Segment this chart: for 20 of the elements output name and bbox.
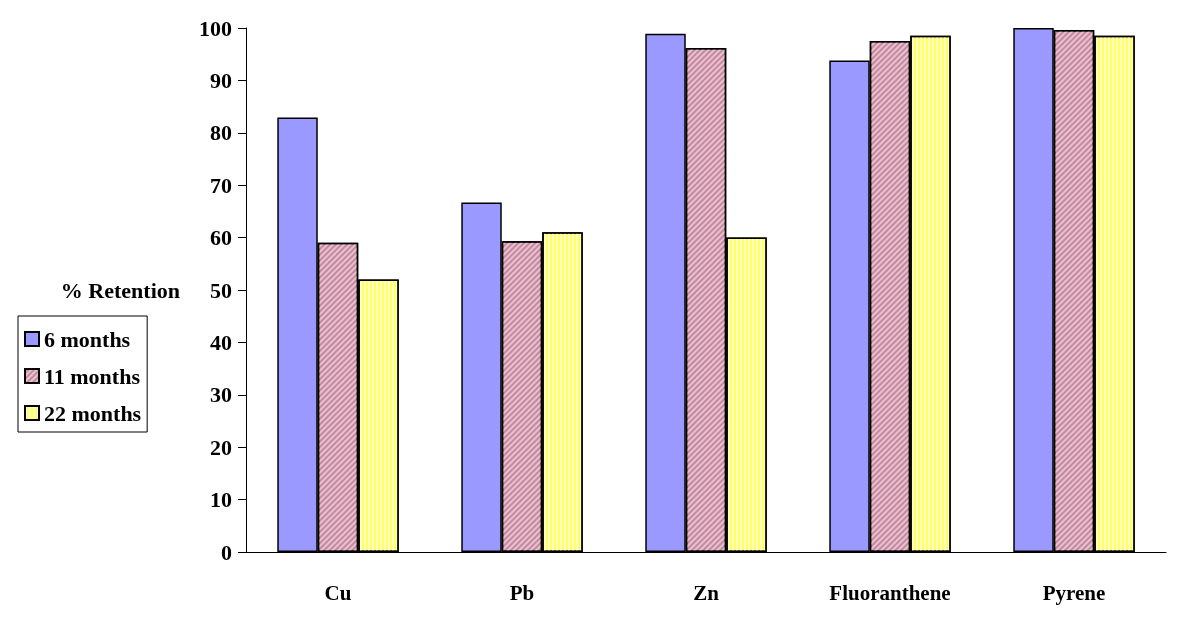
y-tick-label: 60 (210, 225, 232, 251)
y-tick-label: 0 (221, 539, 232, 565)
y-axis-title: % Retention (60, 277, 180, 303)
x-tick-label: Zn (693, 580, 720, 605)
y-tick-label: 100 (199, 15, 232, 41)
y-tick-label: 90 (210, 67, 232, 93)
x-tick-label: Cu (324, 580, 352, 605)
y-tick-label: 20 (210, 434, 232, 460)
y-tick-label: 40 (210, 329, 232, 355)
y-tick-label: 50 (210, 277, 232, 303)
y-tick-label: 10 (210, 487, 232, 513)
x-tick-label: Fluoranthene (829, 580, 951, 605)
y-tick-label: 70 (210, 172, 232, 198)
x-tick-label: Pyrene (1042, 580, 1106, 605)
legend-label: 11 months (44, 363, 141, 389)
y-tick-label: 80 (210, 120, 232, 146)
x-tick-label: Pb (509, 580, 535, 605)
legend-label: 6 months (44, 326, 131, 352)
y-tick-label: 30 (210, 382, 232, 408)
legend-label: 22 months (44, 400, 142, 426)
